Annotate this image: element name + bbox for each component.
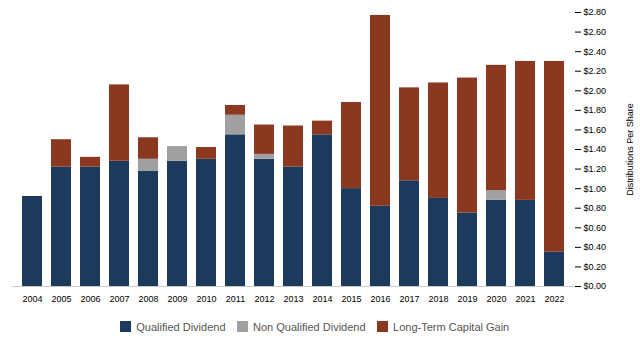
svg-text:2012: 2012 [254, 294, 274, 304]
svg-text:$1.20: $1.20 [584, 164, 607, 174]
svg-text:2022: 2022 [544, 294, 564, 304]
svg-text:2009: 2009 [167, 294, 187, 304]
svg-text:2010: 2010 [196, 294, 216, 304]
svg-text:$1.00: $1.00 [584, 184, 607, 194]
svg-text:$1.80: $1.80 [584, 105, 607, 115]
svg-text:2014: 2014 [312, 294, 332, 304]
svg-text:$1.40: $1.40 [584, 144, 607, 154]
svg-text:Distributions Per Share: Distributions Per Share [625, 103, 635, 196]
svg-text:2013: 2013 [283, 294, 303, 304]
svg-text:2008: 2008 [138, 294, 158, 304]
svg-text:$0.40: $0.40 [584, 242, 607, 252]
svg-text:$2.40: $2.40 [584, 47, 607, 57]
svg-text:$0.00: $0.00 [584, 281, 607, 291]
svg-text:2015: 2015 [341, 294, 361, 304]
svg-text:2011: 2011 [226, 294, 245, 304]
html-text:Long-Term Capital Gain: Long-Term Capital Gain [393, 320, 510, 333]
svg-text:$2.60: $2.60 [584, 27, 607, 37]
svg-text:2020: 2020 [486, 294, 506, 304]
svg-text:$2.20: $2.20 [584, 66, 607, 76]
svg-text:2019: 2019 [457, 294, 477, 304]
svg-text:2017: 2017 [399, 294, 419, 304]
svg-text:$0.80: $0.80 [584, 203, 607, 213]
html-text:Qualified Dividend: Qualified Dividend [136, 320, 226, 333]
svg-text:$0.20: $0.20 [584, 262, 607, 272]
svg-text:2005: 2005 [51, 294, 71, 304]
svg-text:2006: 2006 [80, 294, 100, 304]
svg-text:2016: 2016 [370, 294, 390, 304]
svg-text:$2.80: $2.80 [584, 7, 607, 17]
svg-text:2004: 2004 [22, 294, 42, 304]
svg-text:2018: 2018 [428, 294, 448, 304]
html-text:Non Qualified Dividend: Non Qualified Dividend [253, 320, 366, 333]
svg-text:$1.60: $1.60 [584, 125, 607, 135]
svg-text:$2.00: $2.00 [584, 86, 607, 96]
svg-text:$0.60: $0.60 [584, 223, 607, 233]
svg-text:2007: 2007 [109, 294, 129, 304]
svg-text:2021: 2021 [515, 294, 535, 304]
